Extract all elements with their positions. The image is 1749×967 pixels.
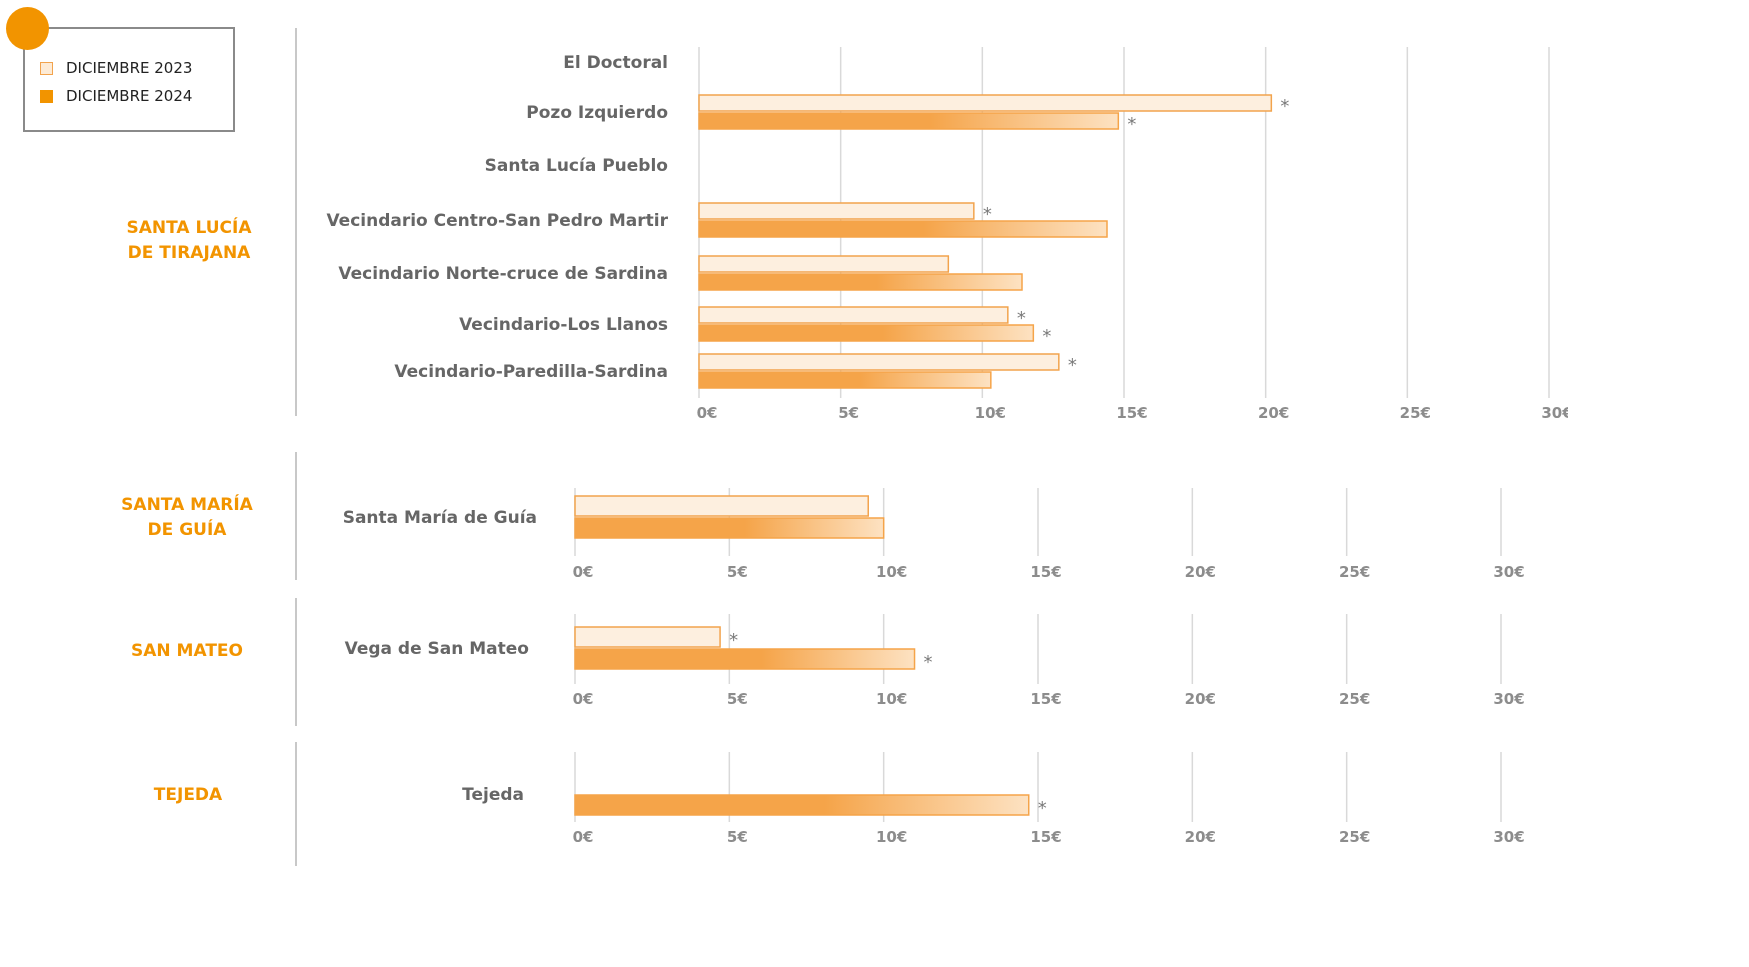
group-label-tejeda-line1: TEJEDA	[154, 785, 223, 805]
marker-pozo-izquierdo-2023: *	[1280, 96, 1289, 117]
legend-label-2023: DICIEMBRE 2023	[66, 59, 193, 77]
x-tick-label-santa-lucia-de-tirajana-6: 30€	[1541, 404, 1568, 422]
category-label-pozo-izquierdo: Pozo Izquierdo	[526, 103, 668, 123]
x-tick-label-tejeda-3: 15€	[1030, 828, 1061, 846]
legend-item-2024: DICIEMBRE 2024	[40, 86, 192, 106]
marker-vecindario-los-llanos-2023: *	[1017, 308, 1026, 329]
bar-tejeda-2024	[574, 794, 1030, 816]
category-label-santa-maria-de-guia: Santa María de Guía	[343, 508, 537, 528]
group-label-santa-maria-de-guia-line1: SANTA MARÍA	[121, 493, 253, 515]
category-label-vecindario-los-llanos: Vecindario-Los Llanos	[459, 315, 668, 335]
x-tick-label-santa-lucia-de-tirajana-5: 25€	[1400, 404, 1431, 422]
legend-label-2024: DICIEMBRE 2024	[66, 87, 193, 105]
legend	[23, 27, 235, 132]
x-tick-label-santa-lucia-de-tirajana-0: 0€	[697, 404, 718, 422]
legend-swatch-2024	[40, 89, 53, 103]
bar-vecindario-norte-cruce-de-sardina-2023	[698, 255, 950, 273]
bar-vecindario-paredilla-sardina-2024	[698, 371, 992, 389]
group-label-santa-lucia-de-tirajana-line2: DE TIRAJANA	[128, 243, 252, 263]
x-tick-label-tejeda-2: 10€	[876, 828, 907, 846]
bar-pozo-izquierdo-2023	[698, 94, 1273, 112]
x-tick-label-santa-maria-de-guia-1: 5€	[727, 563, 748, 581]
category-label-santa-lucia-pueblo: Santa Lucía Pueblo	[485, 156, 668, 176]
x-tick-label-tejeda-1: 5€	[727, 828, 748, 846]
x-tick-label-san-mateo-1: 5€	[727, 690, 748, 708]
x-tick-label-santa-maria-de-guia-2: 10€	[876, 563, 907, 581]
legend-item-2023: DICIEMBRE 2023	[40, 58, 192, 78]
x-tick-label-santa-lucia-de-tirajana-3: 15€	[1116, 404, 1147, 422]
bar-santa-maria-de-guia-2023	[574, 495, 869, 517]
x-tick-label-santa-maria-de-guia-5: 25€	[1339, 563, 1370, 581]
group-label-santa-maria-de-guia-line2: DE GUÍA	[148, 518, 228, 540]
bar-vecindario-los-llanos-2024	[698, 324, 1035, 342]
category-label-tejeda: Tejeda	[462, 785, 524, 805]
marker-vecindario-centro-san-pedro-martir-2023: *	[983, 204, 992, 225]
x-tick-label-san-mateo-2: 10€	[876, 690, 907, 708]
x-tick-label-tejeda-6: 30€	[1493, 828, 1524, 846]
marker-vega-de-san-mateo-2024: *	[924, 652, 933, 673]
marker-vecindario-los-llanos-2024: *	[1042, 326, 1051, 347]
category-label-el-doctoral: El Doctoral	[563, 53, 668, 73]
category-label-vecindario-paredilla-sardina: Vecindario-Paredilla-Sardina	[394, 362, 668, 382]
group-label-santa-lucia-de-tirajana-line1: SANTA LUCÍA	[127, 216, 253, 238]
bar-santa-maria-de-guia-2024	[574, 517, 885, 539]
legend-dot-icon	[6, 7, 49, 50]
marker-vega-de-san-mateo-2023: *	[729, 630, 738, 651]
x-tick-label-san-mateo-4: 20€	[1185, 690, 1216, 708]
x-tick-label-santa-lucia-de-tirajana-4: 20€	[1258, 404, 1289, 422]
x-tick-label-santa-maria-de-guia-4: 20€	[1185, 563, 1216, 581]
legend-swatch-2023	[40, 61, 53, 75]
x-tick-label-tejeda-0: 0€	[573, 828, 594, 846]
x-tick-label-san-mateo-6: 30€	[1493, 690, 1524, 708]
bar-vega-de-san-mateo-2024	[574, 648, 916, 670]
x-tick-label-santa-lucia-de-tirajana-2: 10€	[975, 404, 1006, 422]
x-tick-label-tejeda-4: 20€	[1185, 828, 1216, 846]
bar-charts: SANTA LUCÍA DE TIRAJANA 0€ 5€ 10€ 15€ 20€ 25€ 30…	[121, 28, 1568, 866]
bar-vecindario-centro-san-pedro-martir-2023	[698, 202, 975, 220]
category-label-vecindario-norte-cruce-de-sardina: Vecindario Norte-cruce de Sardina	[338, 264, 668, 284]
bar-vecindario-paredilla-sardina-2023	[698, 353, 1060, 371]
x-tick-label-san-mateo-5: 25€	[1339, 690, 1370, 708]
x-tick-label-santa-maria-de-guia-6: 30€	[1493, 563, 1524, 581]
x-tick-label-san-mateo-0: 0€	[573, 690, 594, 708]
x-tick-label-tejeda-5: 25€	[1339, 828, 1370, 846]
bar-vecindario-centro-san-pedro-martir-2024	[698, 220, 1108, 238]
bar-vecindario-los-llanos-2023	[698, 306, 1009, 324]
x-tick-label-santa-maria-de-guia-0: 0€	[573, 563, 594, 581]
group-label-san-mateo-line1: SAN MATEO	[131, 641, 243, 661]
bar-pozo-izquierdo-2024	[698, 112, 1120, 130]
category-label-vega-de-san-mateo: Vega de San Mateo	[345, 639, 529, 659]
x-tick-label-santa-maria-de-guia-3: 15€	[1030, 563, 1061, 581]
bar-vega-de-san-mateo-2023	[574, 626, 721, 648]
marker-vecindario-paredilla-sardina-2023: *	[1068, 355, 1077, 376]
bar-vecindario-norte-cruce-de-sardina-2024	[698, 273, 1023, 291]
x-tick-label-santa-lucia-de-tirajana-1: 5€	[838, 404, 859, 422]
x-tick-label-san-mateo-3: 15€	[1030, 690, 1061, 708]
category-label-vecindario-centro-san-pedro-martir: Vecindario Centro-San Pedro Martir	[326, 211, 668, 231]
marker-pozo-izquierdo-2024: *	[1127, 114, 1136, 135]
marker-tejeda-2024: *	[1038, 798, 1047, 819]
